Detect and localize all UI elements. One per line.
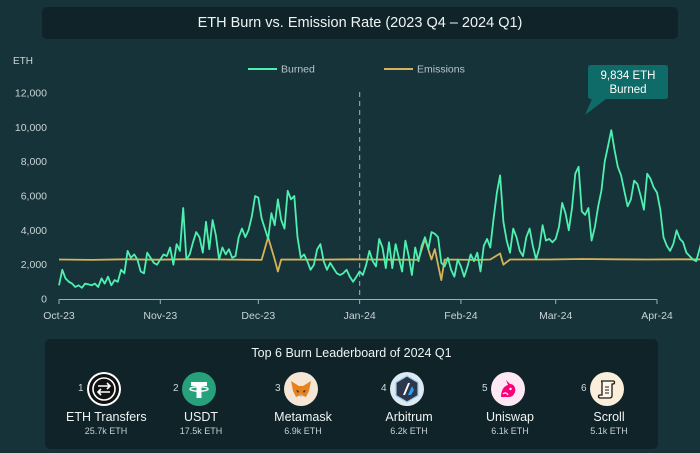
leaderboard-name: Uniswap <box>486 410 534 424</box>
leaderboard-rank: 3 <box>275 383 281 394</box>
line-chart: 0 2,000 4,000 6,000 8,000 10,000 12,000 Oct-23… <box>13 56 700 322</box>
y-axis-unit-label: ETH <box>13 56 33 67</box>
leaderboard-name: Scroll <box>593 410 625 424</box>
leaderboard-rank: 4 <box>381 383 387 394</box>
leaderboard-name: USDT <box>183 410 219 424</box>
y-tick-label: 8,000 <box>21 156 47 168</box>
leaderboard-item-metamask: 3 Metamask 6.9k ETH <box>274 372 375 442</box>
peak-callout: 9,834 ETH Burned <box>585 65 668 115</box>
chart-title: ETH Burn vs. Emission Rate (2023 Q4 – 20… <box>197 15 523 31</box>
chart-title-bar: ETH Burn vs. Emission Rate (2023 Q4 – 20… <box>42 7 678 39</box>
x-tick-label: Apr-24 <box>641 310 673 322</box>
legend: Burned Emissions <box>248 64 465 76</box>
leaderboard-rank: 5 <box>482 383 488 394</box>
callout-box <box>585 65 668 115</box>
leaderboard-value: 6.9k ETH <box>284 426 322 436</box>
y-tick-label: 2,000 <box>21 259 47 271</box>
fox-icon <box>284 372 318 406</box>
y-axis: 0 2,000 4,000 6,000 8,000 10,000 12,000 <box>15 88 47 306</box>
leaderboard-rank: 2 <box>173 383 179 394</box>
leaderboard-value: 6.1k ETH <box>491 426 529 436</box>
y-tick-label: 10,000 <box>15 122 47 134</box>
tether-icon <box>182 372 216 406</box>
leaderboard-name: Arbitrum <box>385 410 433 424</box>
arbitrum-icon <box>390 372 424 406</box>
y-tick-label: 12,000 <box>15 88 47 100</box>
scroll-icon <box>590 372 624 406</box>
leaderboard-name: ETH Transfers <box>66 410 147 424</box>
leaderboard-value: 25.7k ETH <box>84 426 128 436</box>
leaderboard-item-uniswap: 5 Uniswap 6.1k ETH <box>482 372 582 442</box>
x-axis: Oct-23 Nov-23 Dec-23 Jan-24 Feb-24 Mar-24 Apr-… <box>43 299 673 322</box>
leaderboard-title: Top 6 Burn Leaderboard of 2024 Q1 <box>251 346 452 360</box>
x-tick-label: Dec-23 <box>241 310 275 322</box>
y-tick-label: 6,000 <box>21 191 47 203</box>
x-tick-label: Nov-23 <box>143 310 177 322</box>
leaderboard-value: 17.5k ETH <box>179 426 223 436</box>
x-tick-label: Jan-24 <box>344 310 376 322</box>
series-line-burned <box>58 129 700 289</box>
x-tick-label: Feb-24 <box>444 310 477 322</box>
x-tick-label: Oct-23 <box>43 310 75 322</box>
leaderboard-item-usdt: 2 USDT 17.5k ETH <box>173 372 273 442</box>
callout-value: 9,834 ETH <box>601 70 656 82</box>
leaderboard-rank: 1 <box>78 383 84 394</box>
leaderboard-value: 6.2k ETH <box>390 426 428 436</box>
x-tick-label: Mar-24 <box>539 310 572 322</box>
y-tick-label: 4,000 <box>21 225 47 237</box>
leaderboard-name: Metamask <box>274 410 332 424</box>
legend-label: Emissions <box>417 64 465 76</box>
callout-label: Burned <box>609 84 646 96</box>
leaderboard-rank: 6 <box>581 383 587 394</box>
y-tick-label: 0 <box>41 294 47 306</box>
transfer-arrows-icon <box>87 372 121 406</box>
leaderboard-panel: Top 6 Burn Leaderboard of 2024 Q1 1 ETH … <box>45 339 658 449</box>
leaderboard-value: 5.1k ETH <box>590 426 628 436</box>
leaderboard-item-eth-transfers: 1 ETH Transfers 25.7k ETH <box>66 372 178 442</box>
leaderboard-item-arbitrum: 4 Arbitrum 6.2k ETH <box>381 372 481 442</box>
leaderboard-item-scroll: 6 Scroll 5.1k ETH <box>581 372 681 442</box>
unicorn-icon <box>491 372 525 406</box>
legend-label: Burned <box>281 64 315 76</box>
